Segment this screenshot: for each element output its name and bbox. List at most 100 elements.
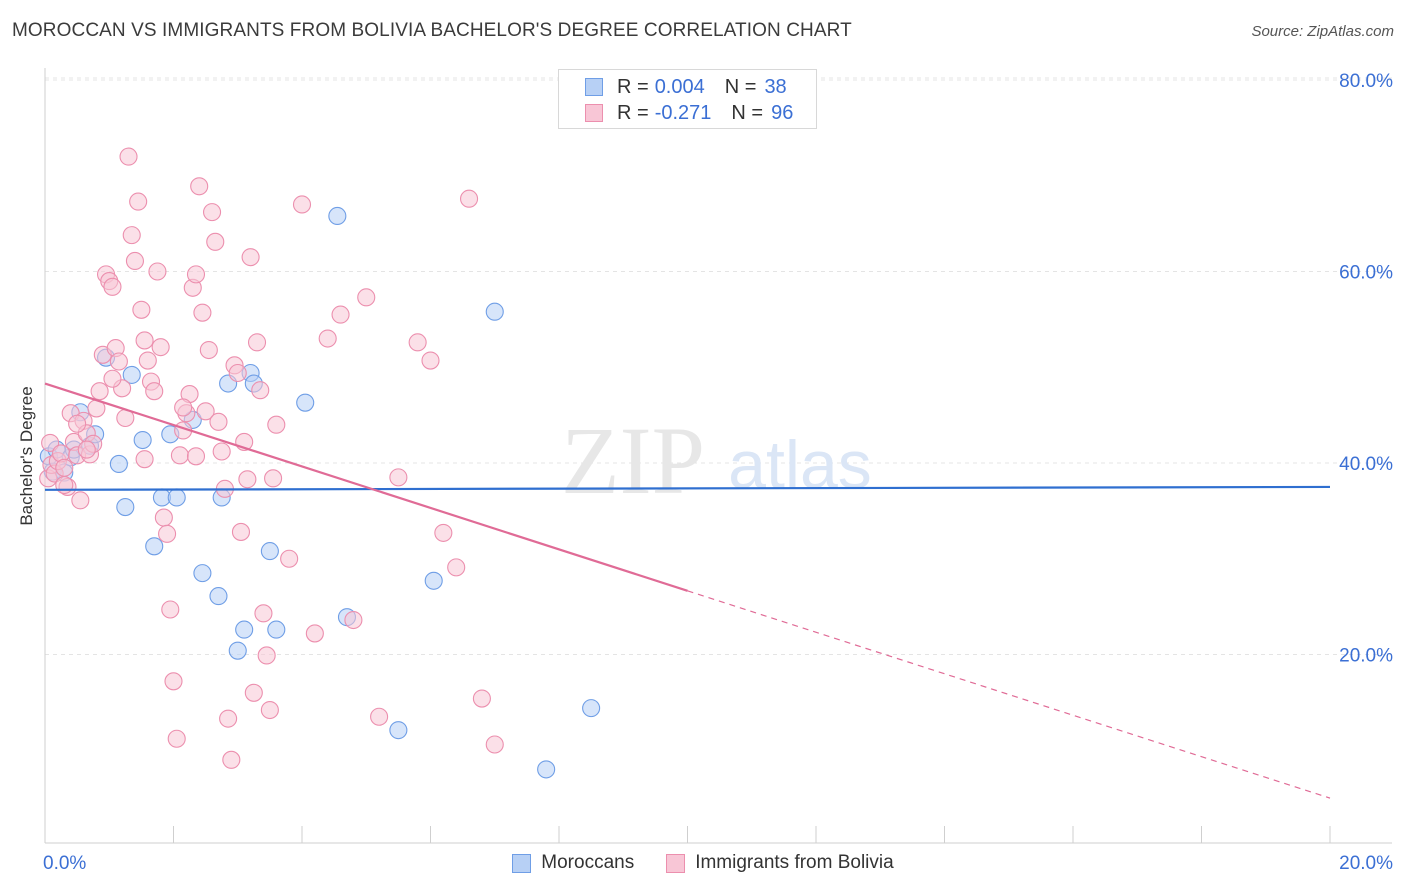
- legend-box: R = 0.004 N = 38 R = -0.271 N = 96: [558, 69, 817, 129]
- bolivia-point: [135, 331, 154, 350]
- bolivia-point: [119, 147, 138, 166]
- bolivia-point: [257, 646, 276, 665]
- watermark-atlas: atlas: [728, 427, 872, 503]
- bolivia-point: [254, 604, 273, 623]
- legend-r-value: -0.271: [654, 101, 712, 124]
- bolivia-point: [170, 446, 189, 465]
- legend-n-value: 38: [764, 75, 787, 98]
- bolivia-point: [228, 363, 247, 383]
- bolivia-point: [196, 402, 215, 421]
- bolivia-point: [174, 398, 193, 417]
- bolivia-point: [331, 305, 350, 324]
- bolivia-point: [55, 458, 74, 477]
- bolivia-point: [434, 523, 453, 542]
- y-tick-label: 60.0%: [1339, 263, 1393, 284]
- source-label: Source: ZipAtlas.com: [1251, 23, 1394, 40]
- watermark: ZIP atlas: [561, 407, 872, 514]
- bolivia-point: [164, 672, 183, 691]
- legend-row-moroccans: R = 0.004 N = 38: [585, 74, 787, 100]
- legend-swatch-bolivia: [585, 104, 603, 122]
- bottom-legend-swatch-bolivia: [666, 853, 686, 873]
- bolivia-point: [145, 382, 164, 401]
- bolivia-point: [244, 683, 263, 702]
- bolivia-point: [203, 203, 222, 222]
- moroccan-point: [424, 571, 443, 590]
- bolivia-point: [267, 415, 286, 434]
- bolivia-point: [485, 735, 504, 754]
- bolivia-point: [389, 468, 408, 487]
- bolivia-point: [357, 288, 376, 307]
- moroccan-point: [109, 454, 128, 474]
- moroccan-point: [267, 620, 286, 639]
- bolivia-point: [193, 303, 212, 322]
- bolivia-point: [222, 750, 241, 769]
- bolivia-trend-line: [44, 382, 688, 592]
- moroccan-point: [389, 721, 408, 740]
- y-tick-label: 40.0%: [1339, 454, 1393, 475]
- data-points: [39, 88, 697, 779]
- legend-row-bolivia: R = -0.271 N = 96: [585, 100, 793, 126]
- moroccan-point: [235, 620, 254, 639]
- bolivia-point: [408, 333, 427, 352]
- bolivia-point: [154, 508, 173, 527]
- bolivia-point: [292, 195, 312, 214]
- bolivia-point: [344, 610, 363, 630]
- bolivia-point: [103, 277, 122, 296]
- bolivia-point: [132, 300, 151, 319]
- y-tick-label: 80.0%: [1339, 71, 1393, 92]
- moroccan-point: [193, 564, 212, 583]
- trend-lines: [44, 382, 1331, 799]
- bolivia-point: [209, 412, 228, 431]
- bolivia-point: [77, 440, 96, 459]
- bottom-legend-swatch-moroccans: [512, 853, 532, 873]
- moroccan-point: [537, 760, 556, 779]
- bolivia-point: [251, 381, 270, 400]
- bolivia-point: [186, 265, 206, 284]
- bolivia-point: [68, 414, 87, 433]
- bolivia-point: [447, 558, 466, 577]
- bolivia-point: [219, 709, 238, 728]
- bolivia-point: [167, 729, 186, 748]
- bolivia-point: [161, 600, 180, 619]
- legend-r-value: 0.004: [654, 75, 705, 98]
- legend-r-label: R =: [617, 101, 649, 124]
- watermark-zip: ZIP: [561, 407, 705, 514]
- moroccan-point: [145, 537, 164, 556]
- bolivia-point: [421, 351, 440, 370]
- bolivia-point: [55, 475, 74, 495]
- moroccan-point: [209, 587, 228, 606]
- bolivia-point: [129, 192, 148, 211]
- moroccan-point: [116, 497, 135, 517]
- bolivia-point: [148, 262, 167, 281]
- bolivia-point: [260, 700, 279, 720]
- bolivia-point: [206, 232, 225, 251]
- bolivia-point: [122, 226, 141, 245]
- tick-labels: 20.0% 40.0% 60.0% 80.0% 0.0% 20.0%: [43, 71, 1393, 874]
- moroccan-point: [485, 302, 504, 321]
- moroccan-point: [582, 699, 601, 718]
- moroccan-point: [260, 542, 279, 561]
- moroccan-point: [296, 393, 315, 412]
- bottom-legend-label-bolivia: Immigrants from Bolivia: [695, 852, 894, 873]
- bolivia-point: [305, 624, 324, 643]
- bolivia-point: [247, 333, 267, 352]
- bolivia-point: [459, 189, 479, 208]
- chart-title: MOROCCAN VS IMMIGRANTS FROM BOLIVIA BACH…: [12, 20, 852, 41]
- legend-n-value: 96: [771, 101, 794, 124]
- bolivia-point: [138, 351, 157, 370]
- bolivia-point: [90, 382, 109, 401]
- bolivia-point: [199, 340, 218, 360]
- bolivia-point: [151, 338, 170, 357]
- bottom-legend-label-moroccans: Moroccans: [541, 852, 635, 873]
- moroccan-point: [328, 206, 347, 226]
- bolivia-point: [370, 707, 389, 726]
- bottom-legend: Moroccans Immigrants from Bolivia: [0, 852, 1406, 874]
- bolivia-point: [472, 689, 491, 708]
- bolivia-trend-line-extension: [687, 590, 1331, 799]
- bolivia-point: [280, 549, 299, 568]
- bolivia-point: [318, 329, 337, 348]
- bolivia-point: [109, 352, 128, 371]
- bolivia-point: [231, 522, 251, 541]
- bolivia-point: [158, 524, 177, 543]
